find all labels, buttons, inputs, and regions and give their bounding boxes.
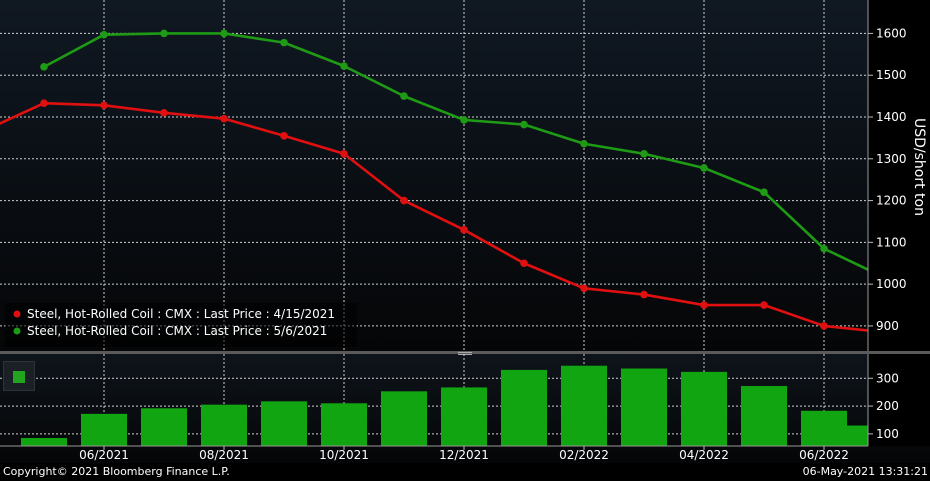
volume-bar: [847, 425, 868, 446]
y-axis-panel: [868, 354, 930, 446]
x-tick-label: 08/2021: [199, 448, 249, 462]
legend-marker: [13, 310, 21, 318]
data-point: [580, 284, 588, 293]
legend: Steel, Hot-Rolled Coil : CMX : Last Pric…: [5, 303, 357, 347]
gridlines: [0, 0, 868, 446]
volume-bar: [801, 410, 847, 446]
data-point: [700, 164, 708, 172]
volume-legend-button[interactable]: [3, 361, 35, 391]
y-tick-label: 1300: [876, 152, 907, 166]
data-point: [340, 62, 348, 70]
y-tick-label: 1500: [876, 68, 907, 82]
volume-bar: [321, 403, 367, 446]
data-point: [100, 101, 108, 110]
volume-bar: [561, 365, 607, 446]
volume-bar: [21, 438, 67, 446]
volume-bar: [81, 413, 127, 446]
volume-bar: [681, 371, 727, 446]
y-tick-label: 1200: [876, 194, 907, 208]
data-point: [640, 290, 648, 299]
y-tick-label: 1100: [876, 235, 907, 249]
data-point: [580, 139, 588, 148]
y-tick-label: 1600: [876, 26, 907, 40]
legend-label: Steel, Hot-Rolled Coil : CMX : Last Pric…: [27, 307, 335, 321]
x-tick-label: 12/2021: [439, 448, 489, 462]
series-may: [40, 29, 873, 273]
data-point: [40, 63, 48, 71]
volume-bars: [21, 365, 868, 446]
series-line: [0, 101, 873, 333]
data-point: [400, 196, 408, 205]
green-square-icon: [13, 371, 25, 383]
data-point: [760, 188, 768, 197]
volume-bar: [201, 404, 247, 446]
legend-marker: [13, 327, 21, 335]
data-point: [220, 29, 228, 38]
data-point: [760, 301, 768, 309]
data-point: [460, 226, 468, 234]
series-april: [0, 99, 873, 333]
volume-bar: [741, 386, 787, 446]
data-point: [280, 132, 288, 140]
data-point: [640, 149, 648, 158]
data-point: [160, 29, 168, 38]
legend-bg: [5, 303, 357, 347]
timestamp-text: 06-May-2021 13:31:21: [802, 465, 928, 478]
y-tick-label: 100: [876, 427, 899, 441]
y-tick-label: 1400: [876, 110, 907, 124]
price-panel: [0, 0, 930, 352]
data-point: [40, 99, 48, 108]
y-tick-label: 200: [876, 399, 899, 413]
volume-bar: [621, 368, 667, 446]
data-point: [820, 322, 828, 330]
x-tick-label: 04/2022: [679, 448, 729, 462]
x-tick-label: 10/2021: [319, 448, 369, 462]
data-point: [520, 259, 528, 268]
copyright-text: Copyright© 2021 Bloomberg Finance L.P.: [3, 465, 230, 478]
y-axis-panel: [868, 0, 930, 351]
data-point: [400, 92, 408, 100]
y-tick-label: 900: [876, 319, 899, 333]
volume-bar: [501, 369, 547, 446]
y-axis-title: USD/short ton: [911, 118, 927, 216]
y-tick-label: 1000: [876, 277, 907, 291]
data-point: [520, 120, 528, 129]
separator-grip-icon[interactable]: [458, 352, 472, 355]
data-point: [100, 30, 108, 39]
volume-bar: [441, 387, 487, 446]
data-point: [280, 38, 288, 47]
data-point: [820, 244, 828, 253]
volume-bar: [381, 391, 427, 446]
legend-label: Steel, Hot-Rolled Coil : CMX : Last Pric…: [27, 324, 327, 338]
x-tick-label: 06/2022: [799, 448, 849, 462]
x-tick-label: 02/2022: [559, 448, 609, 462]
data-point: [460, 116, 468, 124]
series-line: [43, 32, 873, 273]
y-tick-label: 300: [876, 371, 899, 385]
volume-bar: [141, 408, 187, 446]
x-tick-label: 06/2021: [79, 448, 129, 462]
data-point: [220, 114, 228, 123]
data-point: [160, 109, 168, 117]
data-point: [700, 301, 708, 309]
data-point: [340, 149, 348, 158]
volume-bar: [261, 401, 307, 446]
